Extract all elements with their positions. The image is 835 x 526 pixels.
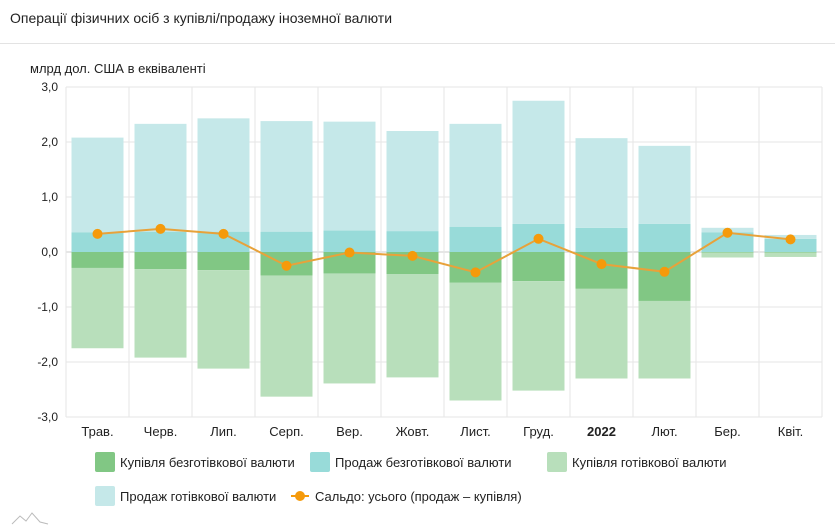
balance-point [659, 266, 670, 277]
bar-segment [386, 231, 439, 252]
bar-segment [323, 230, 376, 252]
bar-segment [386, 131, 439, 232]
x-tick-label: Вер. [336, 424, 363, 439]
bar-segment [323, 273, 376, 384]
bar-segment [512, 252, 565, 282]
x-tick-label: Жовт. [396, 424, 430, 439]
bar-segment [323, 121, 376, 231]
balance-point [470, 267, 481, 278]
balance-point [596, 259, 607, 270]
legend-item-cashless-purchase[interactable]: Купівля безготівкової валюти [95, 452, 295, 472]
bar-segment [71, 267, 124, 349]
x-tick-label: Черв. [144, 424, 178, 439]
x-tick-label: Лист. [460, 424, 490, 439]
bar-segment [134, 252, 187, 270]
legend-item-balance[interactable]: Сальдо: усього (продаж – купівля) [290, 486, 522, 506]
bar-segment [197, 252, 250, 271]
title-divider [0, 43, 835, 44]
bar-segment [764, 252, 817, 253]
bar-segment [449, 123, 502, 227]
balance-point [785, 234, 796, 245]
legend-swatch [547, 452, 567, 472]
bar-segment [512, 100, 565, 224]
bar-segment [575, 138, 628, 228]
y-tick-label: -2,0 [37, 355, 58, 369]
balance-point [218, 228, 229, 239]
bar-segment [638, 300, 691, 379]
line-marker-icon [291, 491, 309, 501]
x-tick-label: Трав. [81, 424, 113, 439]
bar-segment [701, 252, 754, 258]
bar-segment [386, 252, 439, 274]
bar-segment [764, 238, 817, 252]
x-tick-label: Лют. [651, 424, 677, 439]
balance-point [344, 247, 355, 258]
balance-line [97, 227, 791, 274]
bar-segment [71, 232, 124, 252]
legend-item-cash-sale[interactable]: Продаж готівкової валюти [95, 486, 276, 506]
y-axis-label: млрд дол. США в еквіваленті [30, 61, 206, 76]
legend-label: Сальдо: усього (продаж – купівля) [315, 488, 522, 504]
balance-point [281, 260, 292, 271]
bar-segment [134, 231, 187, 252]
legend-swatch [95, 452, 115, 472]
balance-point [92, 228, 103, 239]
bar-segment [638, 223, 691, 252]
balance-point [407, 250, 418, 261]
legend-label: Купівля готівкової валюти [572, 454, 727, 470]
balance-point [155, 223, 166, 234]
bar-segment [260, 121, 313, 232]
x-tick-label: Груд. [523, 424, 554, 439]
x-tick-label: 2022 [587, 424, 616, 439]
x-tick-label: Бер. [714, 424, 741, 439]
bar-segment [575, 288, 628, 379]
y-tick-label: -1,0 [37, 300, 58, 314]
bar-segment [386, 274, 439, 378]
bar-segment [197, 270, 250, 369]
bar-segment [71, 137, 124, 233]
bar-segment [134, 123, 187, 232]
x-tick-label: Лип. [210, 424, 236, 439]
legend-swatch [95, 486, 115, 506]
balance-point [722, 227, 733, 238]
balance-point [533, 233, 544, 244]
bar-segment [701, 252, 754, 253]
legend-label: Продаж безготівкової валюти [335, 454, 512, 470]
bar-segment [449, 282, 502, 401]
legend-label: Продаж готівкової валюти [120, 488, 277, 504]
legend-label: Купівля безготівкової валюти [120, 454, 295, 470]
bar-segment [449, 226, 502, 252]
legend-item-cashless-sale[interactable]: Продаж безготівкової валюти [310, 452, 512, 472]
y-tick-label: 1,0 [41, 190, 58, 204]
bar-segment [764, 252, 817, 257]
bar-segment [638, 145, 691, 224]
y-tick-label: 0,0 [41, 245, 58, 259]
legend-item-cash-purchase[interactable]: Купівля готівкової валюти [547, 452, 727, 472]
legend-swatch [310, 452, 330, 472]
y-tick-label: 3,0 [41, 80, 58, 94]
chart-title: Операції фізичних осіб з купівлі/продажу… [10, 10, 393, 26]
bar-segment [71, 252, 124, 268]
bar-segment [134, 269, 187, 358]
x-tick-label: Квіт. [778, 424, 804, 439]
bar-segment [197, 231, 250, 252]
y-tick-label: 2,0 [41, 135, 58, 149]
y-tick-label: -3,0 [37, 410, 58, 424]
bar-segment [701, 232, 754, 252]
x-tick-label: Серп. [269, 424, 304, 439]
bar-segment [260, 231, 313, 252]
bar-segment [512, 281, 565, 391]
bar-segment [197, 118, 250, 232]
bar-segment [260, 275, 313, 397]
bar-segment [323, 252, 376, 274]
watermark-logo-icon [11, 512, 49, 525]
bar-segment [575, 227, 628, 252]
